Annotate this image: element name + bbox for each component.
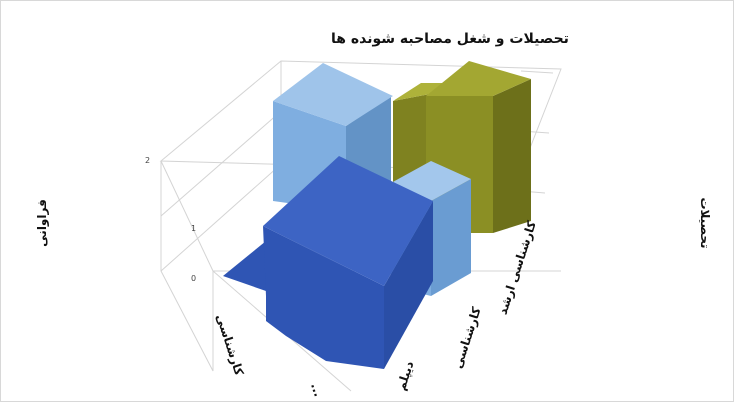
depth-axis-label: تحصیلات <box>698 197 712 248</box>
y-tick-label: 2 <box>145 156 150 165</box>
grid-line <box>160 112 280 217</box>
bar-face-side <box>384 201 433 369</box>
bar-face-top <box>263 156 433 286</box>
depth-category-label: کارشناسی ارشد <box>495 219 538 316</box>
x-category-label: ... <box>308 381 326 398</box>
y-axis-label: فراوانی <box>35 199 50 247</box>
y-ticks: 0 1 2 <box>145 156 196 283</box>
x-category-label: کارشناسی <box>213 312 246 377</box>
bar-face-side <box>493 79 531 233</box>
side-wall <box>160 160 214 372</box>
bar-face-side <box>431 179 471 296</box>
bar-face-front <box>263 226 384 369</box>
bar-face-top <box>426 61 531 96</box>
y-tick-label: 1 <box>191 224 196 233</box>
y-tick-label: 0 <box>191 274 196 283</box>
bar-darkblue <box>223 156 433 369</box>
chart-title: تحصیلات و شغل مصاحبه شونده ها <box>331 31 569 47</box>
grid-line <box>160 165 280 272</box>
bar-face-top <box>273 63 393 126</box>
depth-category-label: دیپلم <box>394 359 417 392</box>
grid-line <box>520 70 554 74</box>
depth-category-label: کارشناسی <box>451 305 484 370</box>
